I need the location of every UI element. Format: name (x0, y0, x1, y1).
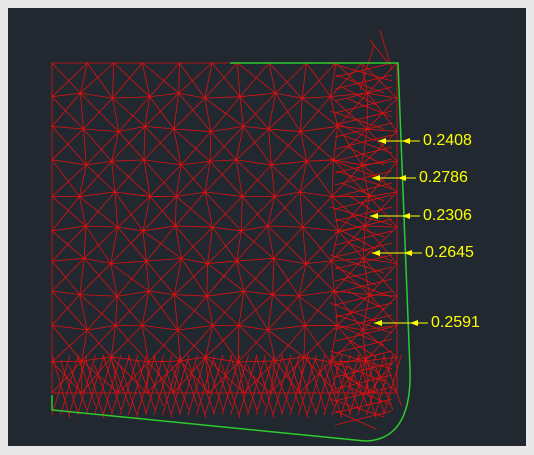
dimension-label: 0.2306 (423, 207, 472, 224)
dimension-label: 0.2786 (419, 169, 468, 186)
dimension-label: 0.2645 (425, 244, 474, 261)
dimension-label: 0.2408 (423, 132, 472, 149)
drawing: 0.2408 0.2786 0.2306 0.2645 0.2591 (0, 0, 534, 455)
cad-viewport: 0.2408 0.2786 0.2306 0.2645 0.2591 (0, 0, 534, 455)
dimension-label: 0.2591 (431, 314, 480, 331)
